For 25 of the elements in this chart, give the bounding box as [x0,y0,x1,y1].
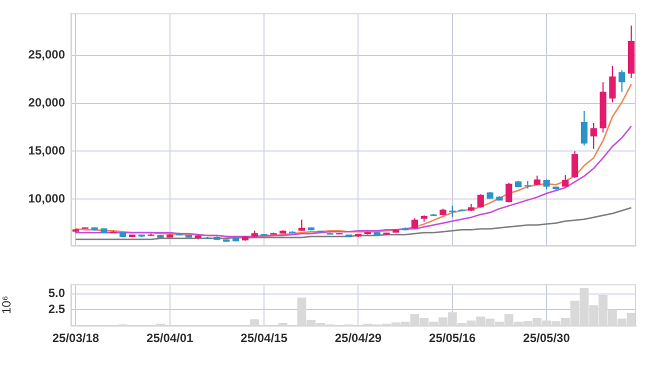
x-tick-label: 25/05/16 [429,331,476,346]
y-tick-label: 20,000 [28,96,66,110]
candlestick [506,182,512,204]
candlestick [571,150,578,179]
candlestick [524,180,532,190]
candlestick [534,175,540,186]
x-tick-label: 25/04/15 [240,331,288,346]
candlestick [411,218,418,230]
candlestick [590,122,597,150]
y-axis-title: 10⁶ [0,296,14,314]
candlestick [618,70,626,92]
candlestick [543,178,550,190]
y-tick-label: 10,000 [28,191,66,206]
y-tick-label: 25,000 [28,48,66,62]
candlestick [580,110,588,146]
x-tick-label: 25/03/18 [52,331,100,346]
x-tick-label: 25/05/30 [523,331,570,346]
y-tick-label: 5.0 [48,286,66,300]
candlestick [477,194,484,208]
x-tick-label: 25/04/29 [334,331,382,346]
candlestick [609,65,616,103]
y-tick-label: 15,000 [28,144,66,158]
candlestick [449,205,456,218]
x-tick-label: 25/04/01 [146,331,194,346]
y-tick-label: 2.5 [48,302,66,316]
